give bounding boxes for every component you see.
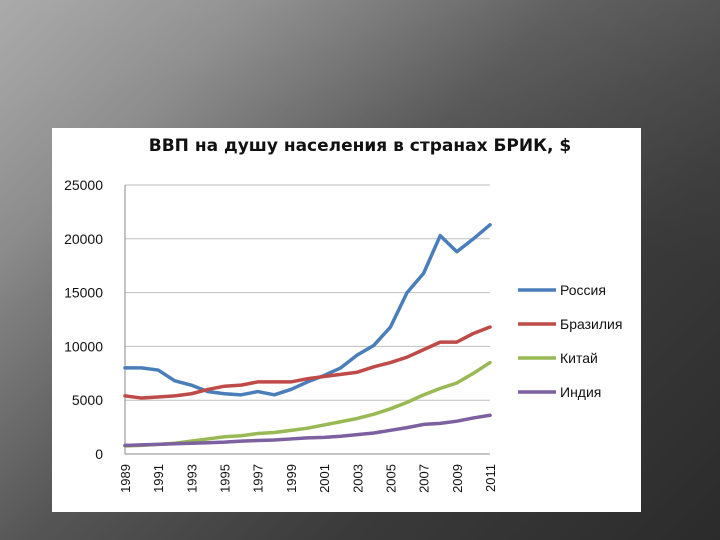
series-line-2 <box>123 360 492 448</box>
x-tick-label: 2005 <box>383 464 398 493</box>
y-tick-label: 10000 <box>64 338 103 354</box>
x-tick-label: 1999 <box>284 464 299 493</box>
x-tick-label: 2009 <box>450 464 465 493</box>
legend-label: Россия <box>560 282 606 298</box>
y-axis-tick-labels: 0 5000 10000 15000 20000 25000 <box>64 177 103 462</box>
series-line-3 <box>123 413 492 448</box>
x-tick-label: 1997 <box>251 464 266 493</box>
series-line-1 <box>123 325 492 400</box>
x-axis-tick-labels: 1989 1991 1993 1995 1997 1999 2001 2003 2005 2007… <box>118 464 498 493</box>
x-tick-label: 1995 <box>218 464 233 493</box>
x-tick-label: 2011 <box>483 464 498 492</box>
y-tick-label: 20000 <box>64 231 103 247</box>
legend-label: Индия <box>560 384 601 400</box>
x-tick-label: 1993 <box>184 464 199 493</box>
x-tick-label: 1989 <box>118 464 133 493</box>
chart-panel <box>52 128 641 512</box>
x-tick-label: 2007 <box>417 464 432 493</box>
chart-legend: Россия Бразилия Китай Индия <box>518 282 622 400</box>
y-tick-label: 15000 <box>64 285 103 301</box>
y-tick-label: 5000 <box>72 392 103 408</box>
y-tick-label: 25000 <box>64 177 103 193</box>
chart-series-lines <box>123 223 492 448</box>
x-tick-label: 2001 <box>317 464 332 493</box>
series-line-0 <box>123 223 492 397</box>
legend-label: Китай <box>560 350 598 366</box>
y-tick-label: 0 <box>95 446 103 462</box>
legend-label: Бразилия <box>560 316 622 332</box>
x-tick-label: 1991 <box>151 464 166 493</box>
chart-gridlines <box>125 184 490 401</box>
chart-title: ВВП на душу населения в странах БРИК, $ <box>148 136 572 156</box>
x-tick-label: 2003 <box>350 464 365 493</box>
chart-axes <box>124 185 490 455</box>
